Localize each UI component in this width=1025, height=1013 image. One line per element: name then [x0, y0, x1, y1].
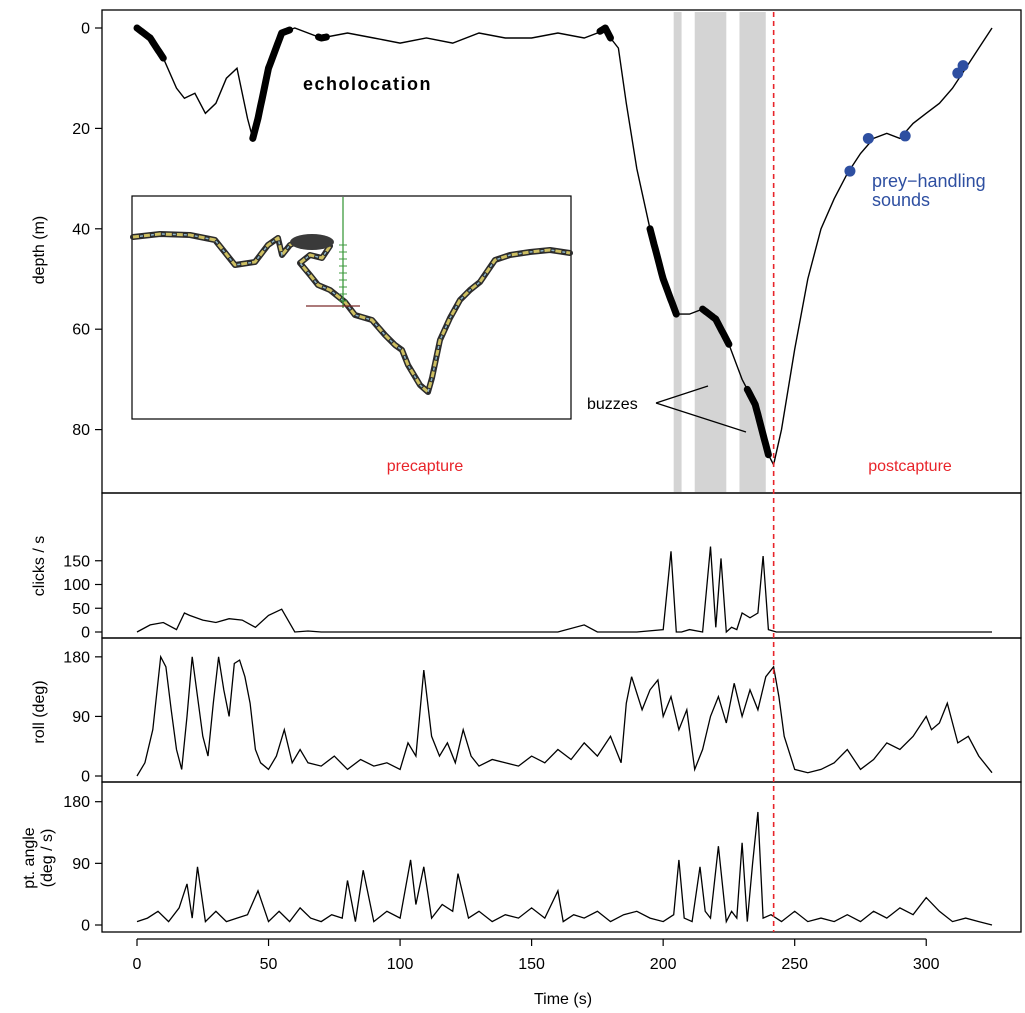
- xtick-label-150: 150: [518, 956, 545, 973]
- chart-marks: [655, 12, 969, 932]
- prey-handling-label-line2: sounds: [872, 190, 930, 210]
- inset-blob: [290, 234, 334, 250]
- series-lines: [133, 24, 993, 926]
- prey-handling-point-4: [957, 60, 969, 72]
- buzz-interval-1: [694, 12, 727, 492]
- xtick-label-250: 250: [781, 956, 808, 973]
- echolocation-segment-5: [699, 305, 733, 348]
- clicks-ytick-label-100: 100: [63, 577, 90, 594]
- angle-ytick-label-180: 180: [63, 794, 90, 811]
- roll-ytick-label-0: 0: [81, 769, 90, 786]
- clicks-ytick-label-0: 0: [81, 625, 90, 642]
- buzzes-label: buzzes: [587, 396, 638, 413]
- prey-handling-point-1: [862, 132, 874, 144]
- axes: 0 20 40 60 80 0 50 100 150 0 90 180 0 90 180 0 50 100 150 2…: [63, 21, 939, 974]
- clicks-ytick-label-150: 150: [63, 553, 90, 570]
- roll-ytick-label-90: 90: [72, 709, 90, 726]
- echolocation-label: echolocation: [303, 74, 432, 94]
- angle-ytick-label-90: 90: [72, 856, 90, 873]
- angle-series-line: [136, 811, 993, 926]
- xtick-label-50: 50: [260, 956, 278, 973]
- depth-ytick-label-0: 0: [81, 21, 90, 38]
- angle-axis-label-line1: pt. angle: [21, 827, 38, 888]
- precapture-label: precapture: [387, 458, 464, 475]
- depth-ytick-label-80: 80: [72, 422, 90, 439]
- roll-axis-label: roll (deg): [31, 680, 48, 743]
- depth-axis-label: depth (m): [31, 216, 48, 284]
- echolocation-segment-0: [133, 24, 167, 62]
- xtick-label-100: 100: [387, 956, 414, 973]
- buzz-intervals: [673, 12, 766, 492]
- buzzes-pointer-2: [655, 402, 747, 433]
- echolocation-segment-4: [646, 225, 680, 318]
- clicks-axis-label: clicks / s: [31, 536, 48, 596]
- xtick-label-300: 300: [913, 956, 940, 973]
- roll-ytick-label-180: 180: [63, 649, 90, 666]
- depth-ytick-label-60: 60: [72, 322, 90, 339]
- depth-ytick-label-20: 20: [72, 121, 90, 138]
- trajectory-inset: [130, 195, 573, 420]
- clicks-panel-frame: [101, 492, 1022, 639]
- echolocation-segment-2: [315, 33, 330, 42]
- angle-ytick-label-0: 0: [81, 918, 90, 935]
- prey-handling-point-2: [899, 130, 911, 142]
- angle-panel-frame: [101, 781, 1022, 933]
- xtick-label-200: 200: [650, 956, 677, 973]
- xtick-label-0: 0: [133, 956, 142, 973]
- inset-track-yellow: [132, 232, 571, 394]
- clicks-series-line: [136, 546, 992, 634]
- postcapture-label: postcapture: [868, 458, 952, 475]
- angle-axis-label-line2: (deg / s): [39, 829, 56, 888]
- echolocation-segment-3: [596, 24, 614, 42]
- roll-series-line: [136, 654, 993, 777]
- echolocation-segment-1: [249, 26, 294, 142]
- buzz-interval-2: [739, 12, 766, 492]
- prey-handling-point-0: [844, 165, 856, 177]
- prey-handling-label-line1: prey−handling: [872, 171, 986, 191]
- depth-profile-line: [136, 27, 993, 467]
- x-axis-label: Time (s): [534, 991, 592, 1008]
- depth-ytick-label-40: 40: [72, 221, 90, 238]
- buzz-interval-0: [673, 12, 682, 492]
- clicks-ytick-label-50: 50: [72, 601, 90, 618]
- echolocation-segment-6: [743, 385, 772, 459]
- buzzes-pointer-1: [655, 385, 709, 404]
